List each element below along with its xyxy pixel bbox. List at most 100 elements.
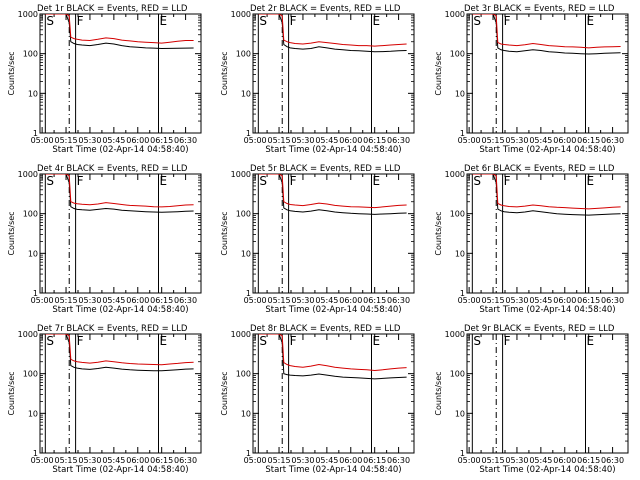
y-tick-label: 100 [236, 50, 251, 59]
detector-panel-3: Det 3r BLACK = Events, RED = LLD 1 10 100 10… [434, 4, 629, 155]
panel-title: Det 9r BLACK = Events, RED = LLD [464, 324, 615, 334]
plot-frame [466, 333, 629, 454]
y-tick-label: 100 [23, 210, 38, 219]
y-tick-label: 10 [455, 409, 465, 418]
plot-frame [252, 173, 415, 294]
marker-label-e: E [586, 334, 594, 348]
y-tick-label: 10 [28, 249, 38, 258]
x-axis-label: Start Time (02-Apr-14 04:58:40) [479, 465, 615, 475]
series-events [45, 174, 194, 213]
y-tick-label: 1000 [445, 10, 465, 19]
x-tick-label: 05:45 [315, 296, 338, 305]
detector-panel-4: Det 4r BLACK = Events, RED = LLD 1 10 100 10… [7, 164, 202, 315]
series-lld [45, 14, 194, 44]
series-events [258, 334, 407, 380]
marker-label-s: S [259, 334, 267, 348]
y-tick-label: 100 [450, 370, 465, 379]
plot-frame [39, 13, 202, 134]
series-lld [45, 174, 194, 208]
y-tick-label: 1000 [231, 170, 251, 179]
detector-panel-7: Det 7r BLACK = Events, RED = LLD 1 10 100 10… [7, 324, 202, 475]
x-tick-label: 06:00 [339, 136, 362, 145]
y-tick-label: 10 [241, 89, 251, 98]
x-tick-label: 05:30 [291, 456, 314, 465]
series-events [45, 334, 194, 372]
x-tick-label: 05:30 [78, 136, 101, 145]
x-tick-label: 06:00 [126, 296, 149, 305]
x-tick-label: 05:15 [55, 296, 78, 305]
marker-label-f: F [290, 174, 297, 188]
plot-frame [39, 173, 202, 294]
x-tick-label: 06:15 [577, 136, 600, 145]
x-tick-label: 05:45 [529, 136, 552, 145]
y-axis-label: Counts/sec [220, 371, 229, 415]
x-tick-label: 06:30 [387, 296, 410, 305]
x-tick-label: 05:15 [55, 136, 78, 145]
y-tick-label: 100 [236, 210, 251, 219]
x-tick-label: 05:15 [482, 296, 505, 305]
detector-panel-6: Det 6r BLACK = Events, RED = LLD 1 10 100 10… [434, 164, 629, 315]
x-tick-label: 06:15 [363, 296, 386, 305]
y-tick-label: 1 [460, 449, 465, 458]
x-tick-label: 05:45 [529, 456, 552, 465]
x-tick-label: 06:00 [339, 456, 362, 465]
y-tick-label: 1000 [445, 170, 465, 179]
x-tick-label: 05:30 [505, 136, 528, 145]
panel-title: Det 5r BLACK = Events, RED = LLD [250, 164, 401, 174]
x-tick-label: 05:30 [78, 456, 101, 465]
marker-label-f: F [77, 334, 84, 348]
y-tick-label: 1 [33, 289, 38, 298]
series-events [45, 14, 194, 50]
y-axis-label: Counts/sec [434, 371, 443, 415]
x-tick-label: 05:00 [458, 456, 481, 465]
series-lld [258, 174, 407, 209]
marker-label-e: E [159, 14, 167, 28]
y-tick-label: 1000 [18, 10, 38, 19]
marker-label-f: F [77, 14, 84, 28]
series-events [258, 174, 407, 215]
series-lld [472, 174, 621, 210]
marker-label-s: S [473, 334, 481, 348]
x-axis-label: Start Time (02-Apr-14 04:58:40) [52, 305, 188, 315]
y-axis-label: Counts/sec [220, 51, 229, 95]
y-tick-label: 100 [23, 50, 38, 59]
x-tick-label: 05:15 [482, 456, 505, 465]
plot-frame [252, 13, 415, 134]
y-tick-label: 1 [246, 449, 251, 458]
y-tick-label: 1000 [445, 330, 465, 339]
x-tick-label: 06:00 [339, 296, 362, 305]
panel-title: Det 2r BLACK = Events, RED = LLD [250, 4, 401, 14]
marker-label-f: F [290, 334, 297, 348]
x-axis-label: Start Time (02-Apr-14 04:58:40) [52, 145, 188, 155]
series-events [472, 174, 621, 216]
y-axis-label: Counts/sec [220, 211, 229, 255]
series-lld [258, 14, 407, 47]
marker-label-e: E [586, 174, 594, 188]
y-tick-label: 10 [241, 249, 251, 258]
marker-label-s: S [473, 174, 481, 188]
marker-label-e: E [372, 14, 380, 28]
panel-title: Det 7r BLACK = Events, RED = LLD [37, 324, 188, 334]
x-tick-label: 06:15 [363, 136, 386, 145]
x-tick-label: 06:30 [387, 136, 410, 145]
x-tick-label: 05:45 [529, 296, 552, 305]
x-axis-label: Start Time (02-Apr-14 04:58:40) [265, 145, 401, 155]
x-tick-label: 06:30 [174, 136, 197, 145]
x-tick-label: 06:00 [553, 456, 576, 465]
y-tick-label: 10 [241, 409, 251, 418]
y-tick-label: 1 [460, 129, 465, 138]
y-tick-label: 100 [450, 210, 465, 219]
x-tick-label: 06:15 [577, 456, 600, 465]
panel-title: Det 6r BLACK = Events, RED = LLD [464, 164, 615, 174]
x-tick-label: 06:00 [126, 456, 149, 465]
y-tick-label: 1 [33, 449, 38, 458]
x-tick-label: 05:15 [482, 136, 505, 145]
y-tick-label: 1000 [18, 170, 38, 179]
x-axis-label: Start Time (02-Apr-14 04:58:40) [479, 145, 615, 155]
x-tick-label: 05:15 [268, 456, 291, 465]
marker-label-f: F [504, 14, 511, 28]
plot-frame [466, 13, 629, 134]
x-tick-label: 06:15 [363, 456, 386, 465]
y-axis-label: Counts/sec [7, 371, 16, 415]
